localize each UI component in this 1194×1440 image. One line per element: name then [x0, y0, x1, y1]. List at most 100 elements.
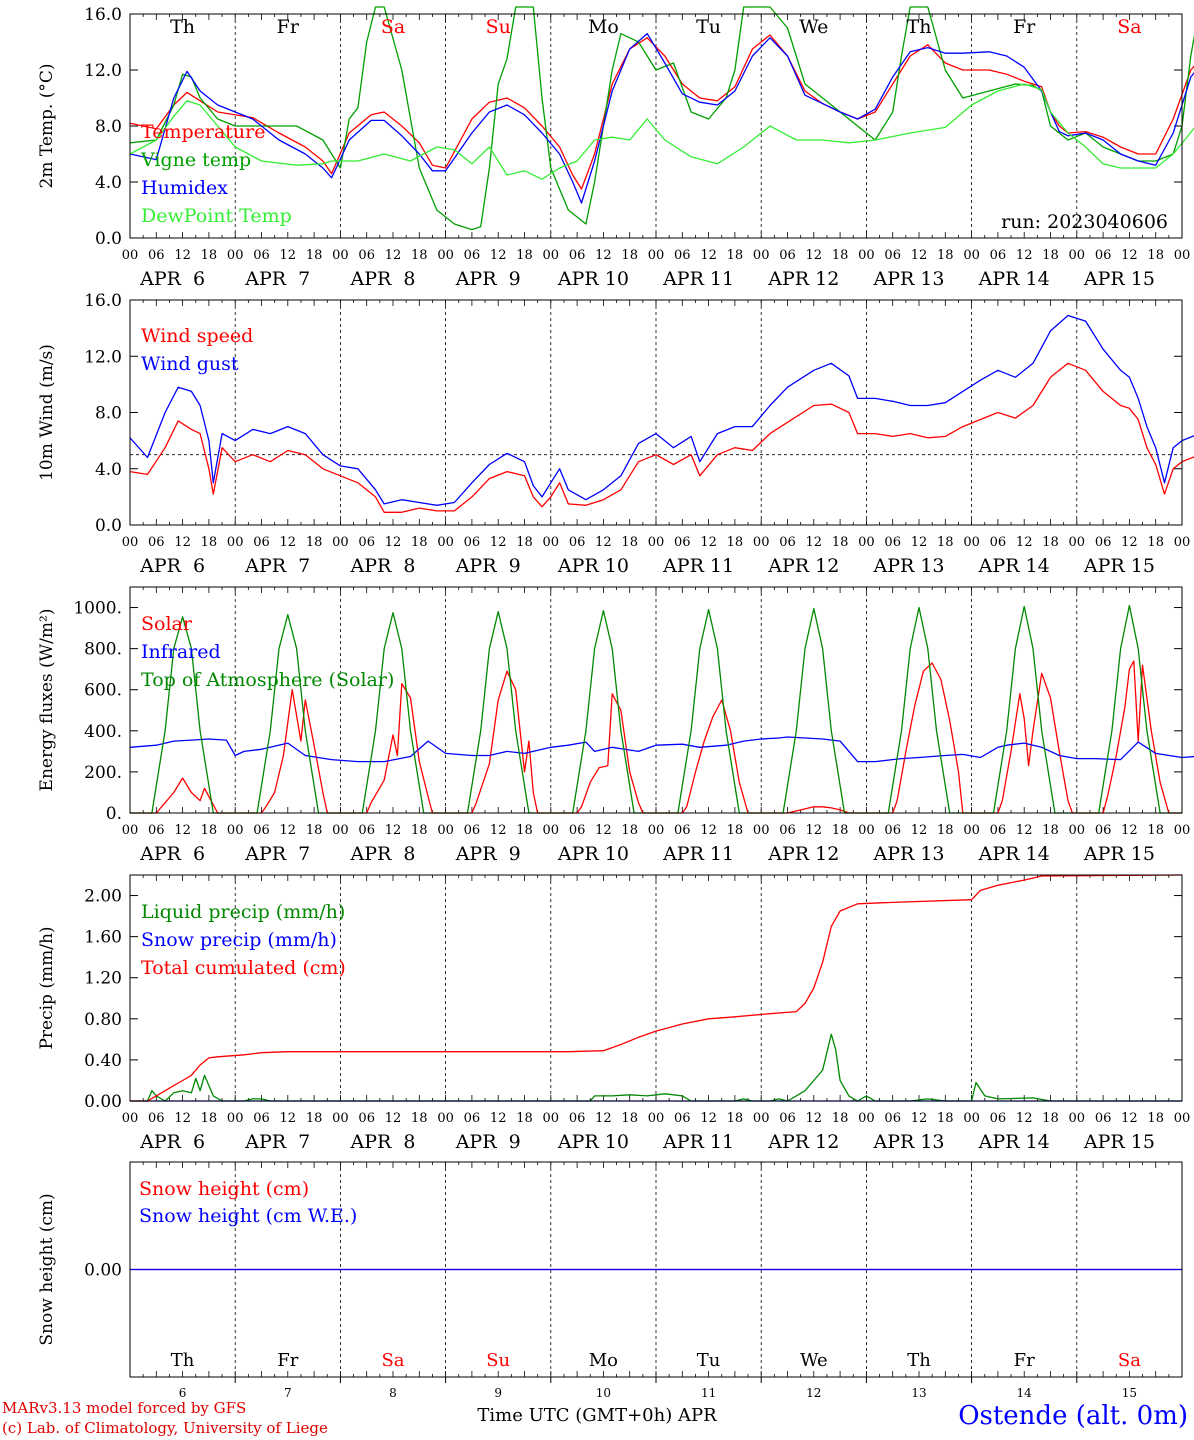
x-hour-label: 18	[411, 823, 428, 838]
x-hour-label: 18	[1147, 823, 1164, 838]
weekday-label: Su	[486, 1350, 510, 1371]
x-hour-label: 12	[700, 248, 717, 263]
x-hour-label: 00	[122, 823, 139, 838]
x-date-label: APR 7	[244, 1131, 310, 1153]
x-hour-label: 12	[1121, 535, 1138, 550]
x-hour-label: 06	[884, 1111, 901, 1126]
day-number-label: 9	[494, 1386, 502, 1400]
x-hour-label: 06	[1095, 1111, 1112, 1126]
x-hour-label: 06	[569, 535, 586, 550]
x-hour-label: 12	[174, 823, 191, 838]
x-hour-label: 18	[1042, 248, 1059, 263]
x-hour-label: 06	[253, 823, 270, 838]
weekday-label: Sa	[1118, 1350, 1141, 1371]
x-date-label: APR 6	[139, 268, 205, 290]
x-hour-label: 06	[148, 1111, 165, 1126]
x-hour-label: 06	[358, 248, 375, 263]
weekday-label: We	[800, 1350, 828, 1371]
x-hour-label: 00	[1069, 248, 1086, 263]
legend-entry: Snow height (cm)	[139, 1178, 309, 1200]
weekday-label: We	[799, 16, 828, 38]
y-tick-label: 1.20	[84, 969, 122, 989]
x-hour-label: 00	[227, 823, 244, 838]
day-number-label: 10	[596, 1386, 611, 1400]
x-hour-label: 06	[569, 1111, 586, 1126]
x-hour-label: 06	[148, 248, 165, 263]
x-date-label: APR 15	[1083, 268, 1155, 290]
x-hour-label: 00	[963, 1111, 980, 1126]
x-date-label: APR 9	[455, 555, 521, 577]
x-date-label: APR 8	[350, 843, 416, 865]
legend-entry: Total cumulated (cm)	[141, 957, 346, 979]
weekday-label: Fr	[1014, 1350, 1035, 1371]
legend-entry: Liquid precip (mm/h)	[141, 901, 345, 923]
x-hour-label: 06	[358, 1111, 375, 1126]
y-tick-label: 2.00	[84, 887, 122, 907]
x-hour-label: 12	[806, 248, 823, 263]
x-hour-label: 18	[621, 535, 638, 550]
x-hour-label: 00	[1069, 535, 1086, 550]
y-axis-title: Snow height (cm)	[37, 1193, 57, 1345]
legend-entry: Snow precip (mm/h)	[141, 929, 337, 951]
x-hour-label: 06	[674, 535, 691, 550]
x-hour-label: 00	[122, 535, 139, 550]
series-line	[130, 1033, 1182, 1102]
legend-entry: Humidex	[141, 177, 228, 199]
x-date-label: APR 6	[139, 1131, 205, 1153]
x-date-label: APR 11	[662, 843, 734, 865]
weekday-label: Th	[907, 1350, 931, 1371]
x-hour-label: 06	[253, 248, 270, 263]
x-hour-label: 06	[148, 823, 165, 838]
y-tick-label: 0.0	[95, 229, 122, 249]
legend-entry: Wind gust	[141, 353, 239, 375]
x-date-label: APR 12	[767, 268, 839, 290]
x-hour-label: 00	[753, 535, 770, 550]
x-hour-label: 06	[990, 248, 1007, 263]
y-axis-title: Energy fluxes (W/m²)	[37, 609, 57, 792]
x-hour-label: 12	[806, 823, 823, 838]
x-hour-label: 06	[779, 1111, 796, 1126]
x-date-label: APR 6	[139, 843, 205, 865]
weekday-label: Fr	[1013, 16, 1036, 38]
x-hour-label: 12	[595, 248, 612, 263]
x-hour-label: 18	[306, 535, 323, 550]
y-tick-label: 16.0	[84, 5, 122, 25]
x-hour-label: 06	[1095, 535, 1112, 550]
weekday-label: Th	[171, 1350, 195, 1371]
x-hour-label: 12	[490, 248, 507, 263]
x-hour-label: 00	[227, 248, 244, 263]
x-hour-label: 00	[1174, 1111, 1191, 1126]
model-credit: MARv3.13 model forced by GFS	[2, 1399, 247, 1417]
weekday-label: Mo	[588, 16, 619, 38]
x-date-label: APR 9	[455, 843, 521, 865]
y-tick-label: 4.0	[95, 173, 122, 193]
x-hour-label: 00	[648, 1111, 665, 1126]
series-line	[129, 6, 1194, 231]
x-hour-label: 18	[727, 535, 744, 550]
x-hour-label: 00	[437, 823, 454, 838]
series-line	[129, 314, 1194, 506]
legend-entry: Snow height (cm W.E.)	[139, 1205, 357, 1227]
x-hour-label: 00	[648, 535, 665, 550]
x-hour-label: 18	[1147, 1111, 1164, 1126]
day-number-label: 12	[806, 1386, 821, 1400]
x-date-label: APR 13	[872, 268, 944, 290]
x-hour-label: 00	[332, 535, 349, 550]
x-hour-label: 12	[1121, 248, 1138, 263]
lab-credit: (c) Lab. of Climatology, University of L…	[2, 1419, 328, 1437]
x-date-label: APR 14	[978, 555, 1050, 577]
day-number-label: 15	[1122, 1386, 1137, 1400]
x-hour-label: 12	[385, 1111, 402, 1126]
weekday-label: Tu	[697, 1350, 721, 1371]
x-hour-label: 06	[148, 535, 165, 550]
x-hour-label: 12	[595, 1111, 612, 1126]
x-hour-label: 12	[911, 248, 928, 263]
x-hour-label: 18	[201, 1111, 218, 1126]
x-hour-label: 06	[884, 248, 901, 263]
weekday-label: Fr	[277, 16, 300, 38]
x-hour-label: 00	[858, 248, 875, 263]
x-hour-label: 12	[385, 535, 402, 550]
x-hour-label: 06	[779, 535, 796, 550]
x-hour-label: 18	[727, 823, 744, 838]
y-tick-label: 800.	[84, 640, 122, 660]
